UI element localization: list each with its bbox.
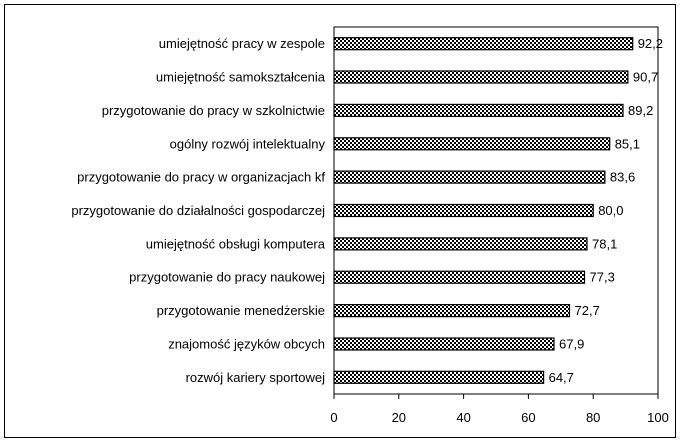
value-label: 64,7 <box>549 370 574 385</box>
category-label: przygotowanie do działalności gospodarcz… <box>71 203 325 218</box>
bar <box>333 304 571 318</box>
x-tick-label: 60 <box>521 410 535 425</box>
category-label: umiejętność pracy w zespole <box>159 36 325 51</box>
category-label: umiejętność samokształcenia <box>156 70 326 85</box>
bars-group <box>333 37 634 384</box>
value-label: 83,6 <box>610 170 635 185</box>
category-label: przygotowanie do pracy w szkolnictwie <box>102 103 325 118</box>
category-label: przygotowanie menedżerskie <box>157 303 325 318</box>
x-tick-label: 100 <box>647 410 669 425</box>
value-label: 78,1 <box>592 236 617 251</box>
bar <box>333 70 629 84</box>
value-labels: 92,2 90,7 89,2 85,1 83,6 80,0 78,1 77,3 72,7 67,9… <box>549 36 663 385</box>
category-labels: umiejętność pracy w zespole umiejętność s… <box>71 36 325 385</box>
value-label: 72,7 <box>575 303 600 318</box>
x-tick-label: 0 <box>330 410 337 425</box>
x-tick-label: 80 <box>586 410 600 425</box>
bar <box>333 37 634 51</box>
bar <box>333 237 588 251</box>
value-label: 67,9 <box>559 337 584 352</box>
value-label: 80,0 <box>598 203 623 218</box>
category-label: ogólny rozwój intelektualny <box>170 136 326 151</box>
value-label: 92,2 <box>638 36 663 51</box>
category-label: umiejętność obsługi komputera <box>146 236 326 251</box>
category-label: przygotowanie do pracy w organizacjach k… <box>77 170 325 185</box>
bar <box>333 270 586 284</box>
bar <box>333 170 606 184</box>
bar <box>333 103 624 118</box>
value-label: 85,1 <box>615 136 640 151</box>
bar <box>333 370 545 384</box>
category-label: rozwój kariery sportowej <box>186 370 326 385</box>
category-label: przygotowanie do pracy naukowej <box>129 270 325 285</box>
bar <box>333 203 594 218</box>
x-tick-label: 40 <box>456 410 470 425</box>
x-tick-label: 20 <box>392 410 406 425</box>
x-axis: 0 20 40 60 80 100 <box>330 394 669 425</box>
bar <box>333 337 555 351</box>
value-label: 77,3 <box>590 270 615 285</box>
value-label: 89,2 <box>628 103 653 118</box>
bar <box>333 137 611 151</box>
value-label: 90,7 <box>633 70 658 85</box>
category-label: znajomość języków obcych <box>168 337 325 352</box>
